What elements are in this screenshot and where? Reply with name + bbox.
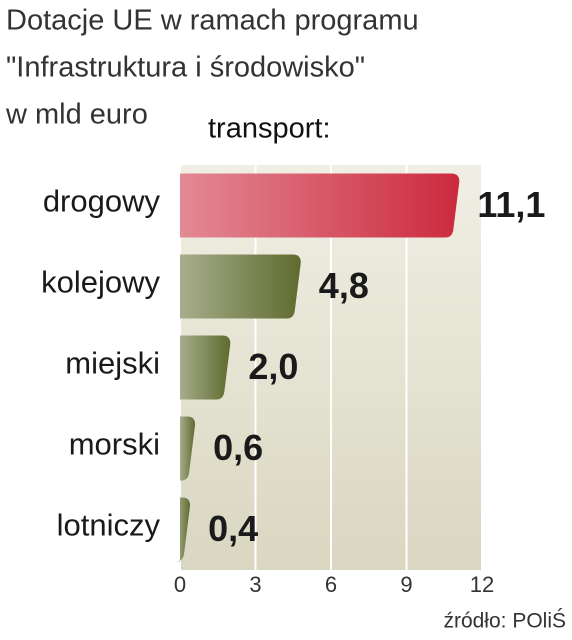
- category-label: lotniczy: [57, 508, 161, 543]
- title-line: "Infrastruktura i środowisko": [6, 52, 365, 84]
- bar-sheen: [180, 416, 196, 481]
- bar-sheen: [180, 173, 460, 238]
- category-label: drogowy: [43, 184, 161, 219]
- value-label: 2,0: [248, 346, 298, 387]
- value-label: 11,1: [477, 184, 545, 225]
- category-label: morski: [69, 427, 160, 462]
- bar-sheen: [180, 335, 231, 400]
- title-line: Dotacje UE w ramach programu: [6, 5, 419, 37]
- x-tick-label: 6: [325, 572, 337, 597]
- bar-sheen: [180, 254, 301, 319]
- title-line: w mld euro: [5, 99, 148, 131]
- value-label: 4,8: [319, 265, 369, 306]
- value-label: 0,6: [213, 427, 263, 468]
- source: źródło: POliŚ: [443, 609, 566, 633]
- bar-sheen: [176, 497, 191, 562]
- x-tick-label: 9: [400, 572, 412, 597]
- x-tick-label: 0: [174, 572, 186, 597]
- subtitle: transport:: [208, 113, 331, 145]
- value-label: 0,4: [208, 508, 258, 549]
- x-tick-label: 3: [249, 572, 261, 597]
- x-tick-label: 12: [470, 572, 494, 597]
- category-label: kolejowy: [41, 265, 160, 300]
- category-label: miejski: [65, 346, 160, 381]
